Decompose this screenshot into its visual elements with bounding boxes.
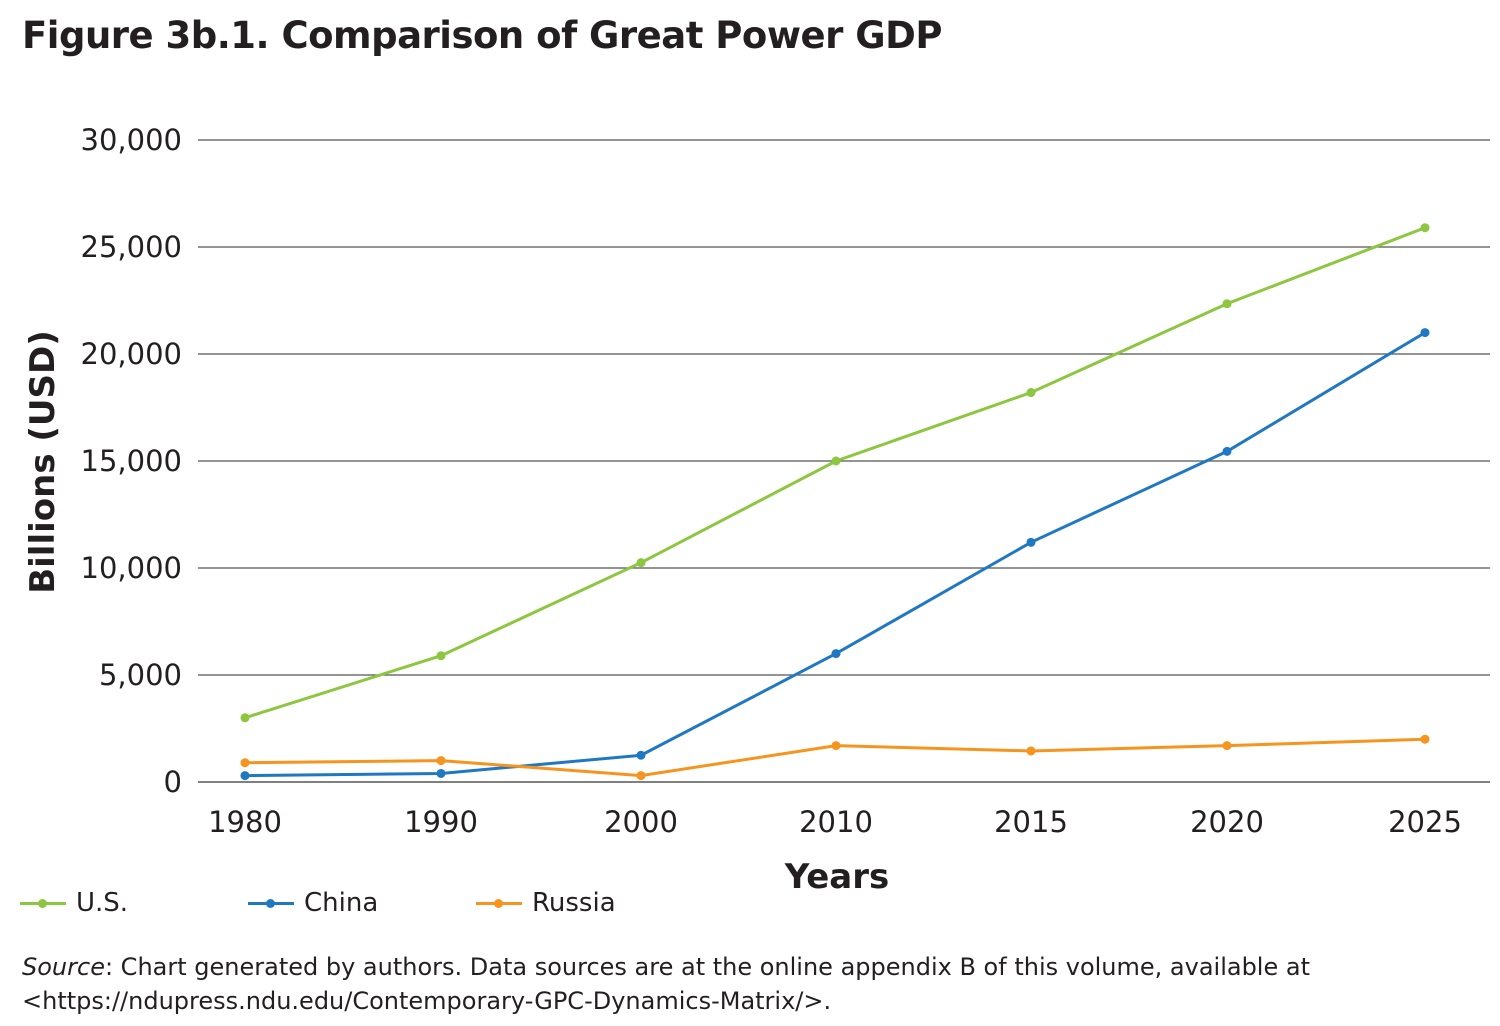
data-point <box>1222 299 1232 309</box>
data-point <box>636 771 646 781</box>
x-tick-label: 2010 <box>799 805 873 839</box>
y-tick-label: 5,000 <box>99 658 182 692</box>
series-lines <box>240 223 1430 781</box>
legend-item: Russia <box>476 888 704 918</box>
y-tick-label: 0 <box>164 765 182 799</box>
legend-item: China <box>248 888 476 918</box>
data-point <box>636 558 646 568</box>
series-russia <box>240 734 1430 781</box>
data-point <box>1026 537 1036 547</box>
y-tick-label: 20,000 <box>81 337 182 371</box>
series-line <box>244 226 1426 720</box>
data-point <box>1420 223 1430 233</box>
y-tick-labels: 0 5,000 10,000 15,000 20,000 25,000 30,000 <box>81 123 182 799</box>
legend-swatch <box>248 898 294 908</box>
chart-title: Figure 3b.1. Comparison of Great Power G… <box>22 14 942 57</box>
x-tick-label: 1990 <box>404 805 478 839</box>
data-point <box>436 768 446 778</box>
source-text: : Chart generated by authors. Data sourc… <box>22 953 1310 1015</box>
data-point <box>1026 746 1036 756</box>
data-point <box>240 713 250 723</box>
data-point <box>436 756 446 766</box>
legend-item: U.S. <box>20 888 248 918</box>
series-us <box>240 223 1430 723</box>
gridlines <box>198 139 1490 783</box>
data-point <box>240 771 250 781</box>
x-tick-label: 1980 <box>208 805 282 839</box>
y-axis-title: Billions (USD) <box>23 330 63 594</box>
x-tick-label: 2015 <box>994 805 1068 839</box>
data-point <box>1222 446 1232 456</box>
data-point <box>1026 388 1036 398</box>
legend-swatch <box>20 898 66 908</box>
data-point <box>831 456 841 466</box>
y-tick-label: 25,000 <box>81 230 182 264</box>
data-point <box>831 741 841 751</box>
x-tick-label: 2000 <box>604 805 678 839</box>
source-label: Source <box>22 953 105 981</box>
legend-label: China <box>304 888 379 918</box>
data-point <box>831 649 841 659</box>
line-chart: 0 5,000 10,000 15,000 20,000 25,000 30,000 198… <box>23 123 1490 897</box>
series-china <box>240 328 1430 781</box>
source-note: Source: Chart generated by authors. Data… <box>22 950 1322 1018</box>
data-point <box>436 651 446 661</box>
data-point <box>1222 741 1232 751</box>
legend-swatch <box>476 898 522 908</box>
data-point <box>1420 734 1430 744</box>
legend-label: Russia <box>532 888 616 918</box>
data-point <box>636 750 646 760</box>
legend-label: U.S. <box>76 888 129 918</box>
y-tick-label: 10,000 <box>81 551 182 585</box>
data-point <box>1420 328 1430 338</box>
x-tick-labels: 1980 1990 2000 2010 2015 2020 2025 <box>208 805 1462 839</box>
x-axis-title: Years <box>784 857 890 897</box>
x-tick-label: 2020 <box>1190 805 1264 839</box>
series-line <box>244 331 1426 778</box>
data-point <box>240 758 250 768</box>
y-tick-label: 15,000 <box>81 444 182 478</box>
x-tick-label: 2025 <box>1388 805 1462 839</box>
y-tick-label: 30,000 <box>81 123 182 157</box>
legend: U.S. China Russia <box>20 888 704 918</box>
